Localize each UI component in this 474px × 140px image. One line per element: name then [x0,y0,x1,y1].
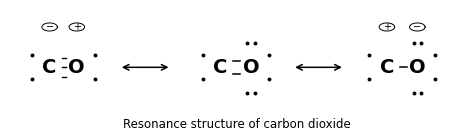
Text: C: C [380,58,394,77]
Text: O: O [409,58,426,77]
Text: C: C [43,58,57,77]
Text: O: O [243,58,259,77]
Text: −: − [46,22,54,32]
Text: +: + [73,22,81,32]
Text: +: + [383,22,391,32]
Text: Resonance structure of carbon dioxide: Resonance structure of carbon dioxide [123,117,351,130]
Text: C: C [213,58,228,77]
Text: −: − [413,22,421,32]
Text: O: O [68,58,85,77]
